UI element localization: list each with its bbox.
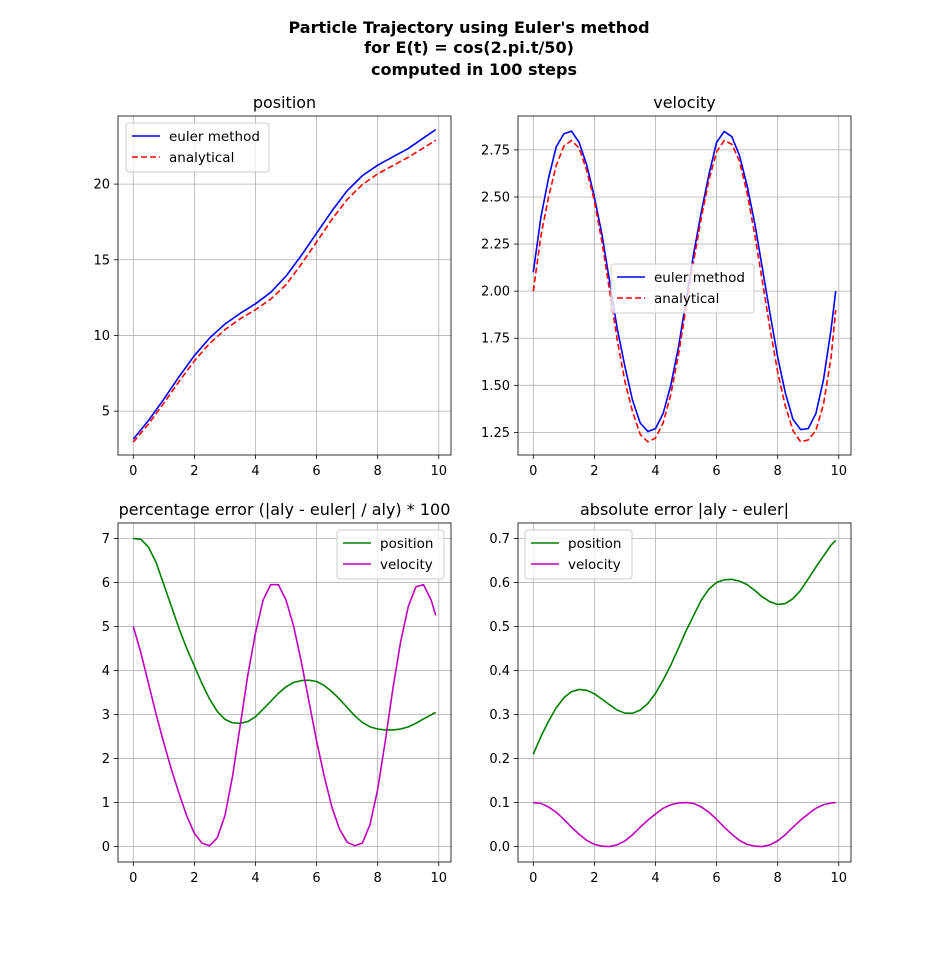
y-tick-label: 1.25 [481,426,510,441]
x-tick-label: 10 [831,464,848,479]
x-tick-label: 8 [374,871,382,886]
figure-title-line-3: computed in 100 steps [371,60,577,79]
y-tick-label: 7 [102,532,110,547]
y-tick-label: 5 [102,620,110,635]
figure-title-line-1: Particle Trajectory using Euler's method [288,18,649,37]
panel-3: percentage error (|aly - euler| / aly) *… [102,500,452,886]
y-tick-label: 2.75 [481,143,510,158]
x-tick-label: 6 [712,871,720,886]
legend-label: position [568,536,621,552]
x-tick-label: 6 [312,464,320,479]
x-tick-label: 8 [374,464,382,479]
y-tick-label: 0.0 [489,840,510,855]
x-tick-label: 8 [774,464,782,479]
y-tick-label: 0.4 [489,664,510,679]
y-tick-label: 15 [93,253,110,268]
x-tick-label: 8 [774,871,782,886]
x-tick-label: 4 [651,464,659,479]
x-tick-label: 4 [251,871,259,886]
series-line-analytical [132,139,437,443]
legend-box [125,122,270,173]
legend-box [610,263,755,314]
x-tick-label: 10 [431,464,448,479]
panel-1: position 0 2 4 6 8 10 5 10 15 20 euler method analyt… [93,93,452,479]
panel-4: absolute error |aly - euler| 0 2 4 6 8 10 0.0 0.… [489,500,852,886]
x-tick-label: 0 [529,871,537,886]
panel-title: position [253,93,316,112]
panel-title: velocity [653,93,716,112]
y-tick-label: 0.5 [489,620,510,635]
legend-label: euler method [169,129,260,145]
series-line-euler-method [132,128,437,440]
x-tick-label: 2 [590,464,598,479]
legend-label: position [380,536,433,552]
panel-2: velocity 0 2 4 6 8 10 1.25 1.50 1.75 2.00 2.25 2.50 2… [481,93,852,479]
y-tick-label: 1.50 [481,379,510,394]
x-tick-label: 4 [651,871,659,886]
y-tick-label: 6 [102,576,110,591]
x-tick-label: 2 [590,871,598,886]
legend: euler method analytical [610,263,755,314]
series-line-velocity [132,583,437,847]
y-tick-label: 20 [93,178,110,193]
axes-frame [117,115,452,456]
x-tick-label: 2 [190,871,198,886]
y-tick-label: 3 [102,708,110,723]
x-tick-label: 6 [312,871,320,886]
x-tick-label: 0 [129,464,137,479]
y-tick-label: 0.6 [489,576,510,591]
y-tick-label: 1.75 [481,332,510,347]
legend: euler method analytical [125,122,270,173]
axes-frame [117,522,452,863]
y-tick-label: 5 [102,405,110,420]
x-tick-label: 2 [190,464,198,479]
panel-title: percentage error (|aly - euler| / aly) *… [119,500,451,519]
figure-title-line-2: for E(t) = cos(2.pi.t/50) [364,38,574,57]
x-tick-label: 6 [712,464,720,479]
legend-label: euler method [654,270,745,286]
x-tick-label: 0 [529,464,537,479]
legend-label: analytical [654,291,719,307]
x-tick-label: 4 [251,464,259,479]
x-tick-label: 10 [831,871,848,886]
series-line-position [133,537,437,731]
y-tick-label: 0.3 [489,708,510,723]
y-tick-label: 2.25 [481,238,510,253]
panel-title: absolute error |aly - euler| [580,500,789,519]
y-tick-label: 0.1 [489,796,510,811]
y-tick-label: 2.00 [481,285,510,300]
x-tick-label: 0 [129,871,137,886]
y-tick-label: 1 [102,796,110,811]
legend-label: analytical [169,150,234,166]
legend: position velocity [524,529,633,580]
y-tick-label: 0 [102,840,110,855]
y-tick-label: 0.7 [489,532,510,547]
legend-label: velocity [568,557,621,573]
axes-frame [517,522,852,863]
legend-label: velocity [380,557,433,573]
series-line-position [532,540,837,755]
y-tick-label: 4 [102,664,110,679]
x-tick-label: 10 [431,871,448,886]
y-tick-label: 0.2 [489,752,510,767]
y-tick-label: 2 [102,752,110,767]
y-tick-label: 2.50 [481,190,510,205]
series-line-velocity [533,801,836,848]
axes-frame [517,115,852,456]
y-tick-label: 10 [93,329,110,344]
legend: position velocity [336,529,445,580]
